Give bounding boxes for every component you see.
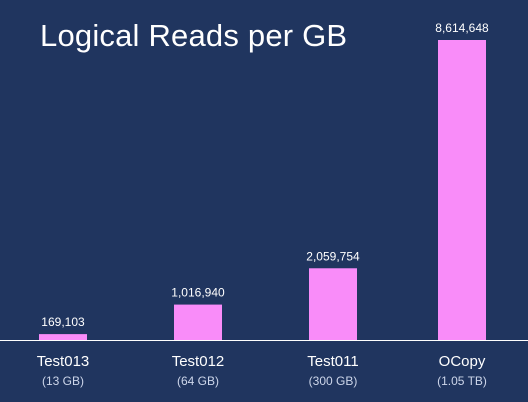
chart-title: Logical Reads per GB: [40, 18, 348, 53]
labels-group: 169,103 Test013 (13 GB) 1,016,940 Test012 (64…: [37, 21, 489, 388]
value-label: 169,103: [41, 315, 85, 329]
category-label: Test012: [172, 353, 225, 370]
bar-test012: [174, 304, 222, 340]
bar-test013: [39, 334, 87, 340]
bar-test011: [309, 268, 357, 340]
bars-group: [39, 40, 486, 340]
category-size-label: (64 GB): [177, 374, 219, 388]
value-label: 8,614,648: [435, 21, 489, 35]
value-label: 2,059,754: [306, 249, 360, 263]
category-label: Test011: [307, 353, 358, 370]
category-size-label: (300 GB): [309, 374, 358, 388]
category-size-label: (13 GB): [42, 374, 84, 388]
category-label: Test013: [37, 353, 90, 370]
category-label: OCopy: [439, 353, 486, 370]
bar-ocopy: [438, 40, 486, 340]
value-label: 1,016,940: [171, 286, 225, 300]
category-size-label: (1.05 TB): [437, 374, 487, 388]
